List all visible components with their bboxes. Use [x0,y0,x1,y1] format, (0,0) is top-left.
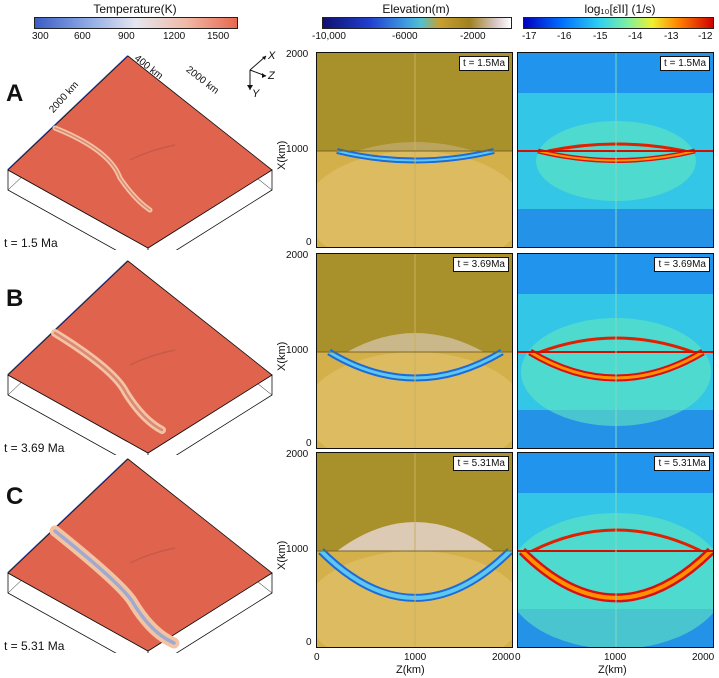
y-tick-2000-2: 2000 [286,449,309,460]
axes-triad-icon [247,55,267,90]
model-3d-box-2 [7,458,273,653]
strain-tick-12: -12 [698,31,713,42]
temp-tick-900: 900 [118,31,135,42]
elevation-map-0: t = 1.5Ma [316,52,513,248]
y-tick-1000-1: 1000 [286,345,309,356]
panel-letter-2: C [6,483,24,510]
strain-rate-map-0: t = 1.5Ma [517,52,714,248]
axis-z-label: Z [268,70,275,82]
time-label-1: t = 3.69 Ma [4,441,65,455]
strain-rate-map-1: t = 3.69Ma [517,253,714,449]
elevation-colorbar-title: Elevation(m) [382,2,450,16]
temp-tick-300: 300 [32,31,49,42]
panel-letter-0: A [6,80,24,107]
x-tick-1: 1000 [404,652,427,663]
x-axis-label-elev: Z(km) [396,664,425,676]
panel-letter-1: B [6,285,24,312]
strain-rate-colorbar [523,17,714,29]
model-3d-box-0 [7,55,273,250]
elev-time-box-2: t = 5.31Ma [453,456,509,471]
time-label-0: t = 1.5 Ma [4,236,58,250]
elevation-map-1: t = 3.69Ma [316,253,513,449]
temperature-colorbar-title: Temperature(K) [93,2,177,16]
y-tick-1000-2: 1000 [286,544,309,555]
elevation-colorbar [322,17,512,29]
strain-tick-14: -14 [628,31,643,42]
strain-tick-15: -15 [593,31,608,42]
x-tick-0: 0 [314,652,320,663]
temperature-colorbar [34,17,238,29]
x-tick-4: 1000 [604,652,627,663]
strain-rate-colorbar-title: log₁₀[ε̇II] (1/s) [584,2,656,16]
x-tick-5: 2000 [692,652,715,663]
strain-time-box-0: t = 1.5Ma [660,56,710,71]
strain-tick-16: -16 [557,31,572,42]
elev-time-box-0: t = 1.5Ma [459,56,509,71]
y-tick-0-0: 0 [306,237,312,248]
y-tick-1000-0: 1000 [286,144,309,155]
x-tick-2: 2000 [492,652,515,663]
strain-time-box-2: t = 5.31Ma [654,456,710,471]
y-tick-2000-0: 2000 [286,49,309,60]
strain-tick-17: -17 [522,31,537,42]
temp-tick-600: 600 [74,31,91,42]
strain-time-box-1: t = 3.69Ma [654,257,710,272]
x-axis-label-strain: Z(km) [598,664,627,676]
elevation-map-2: t = 5.31Ma [316,452,513,648]
y-tick-0-1: 0 [306,438,312,449]
y-tick-0-2: 0 [306,637,312,648]
temp-tick-1200: 1200 [163,31,186,42]
strain-tick-13: -13 [664,31,679,42]
elev-tick-10000: -10,000 [312,31,346,42]
x-tick-3: 0 [515,652,521,663]
elev-tick-6000: -6000 [392,31,418,42]
elev-time-box-1: t = 3.69Ma [453,257,509,272]
temp-tick-1500: 1500 [207,31,230,42]
y-tick-2000-1: 2000 [286,250,309,261]
time-label-2: t = 5.31 Ma [4,639,65,653]
elev-tick-2000: -2000 [460,31,486,42]
strain-rate-map-2: t = 5.31Ma [517,452,714,648]
model-3d-box-1 [7,260,273,455]
axis-x-label: X [268,50,276,62]
axis-y-label: Y [252,88,260,100]
